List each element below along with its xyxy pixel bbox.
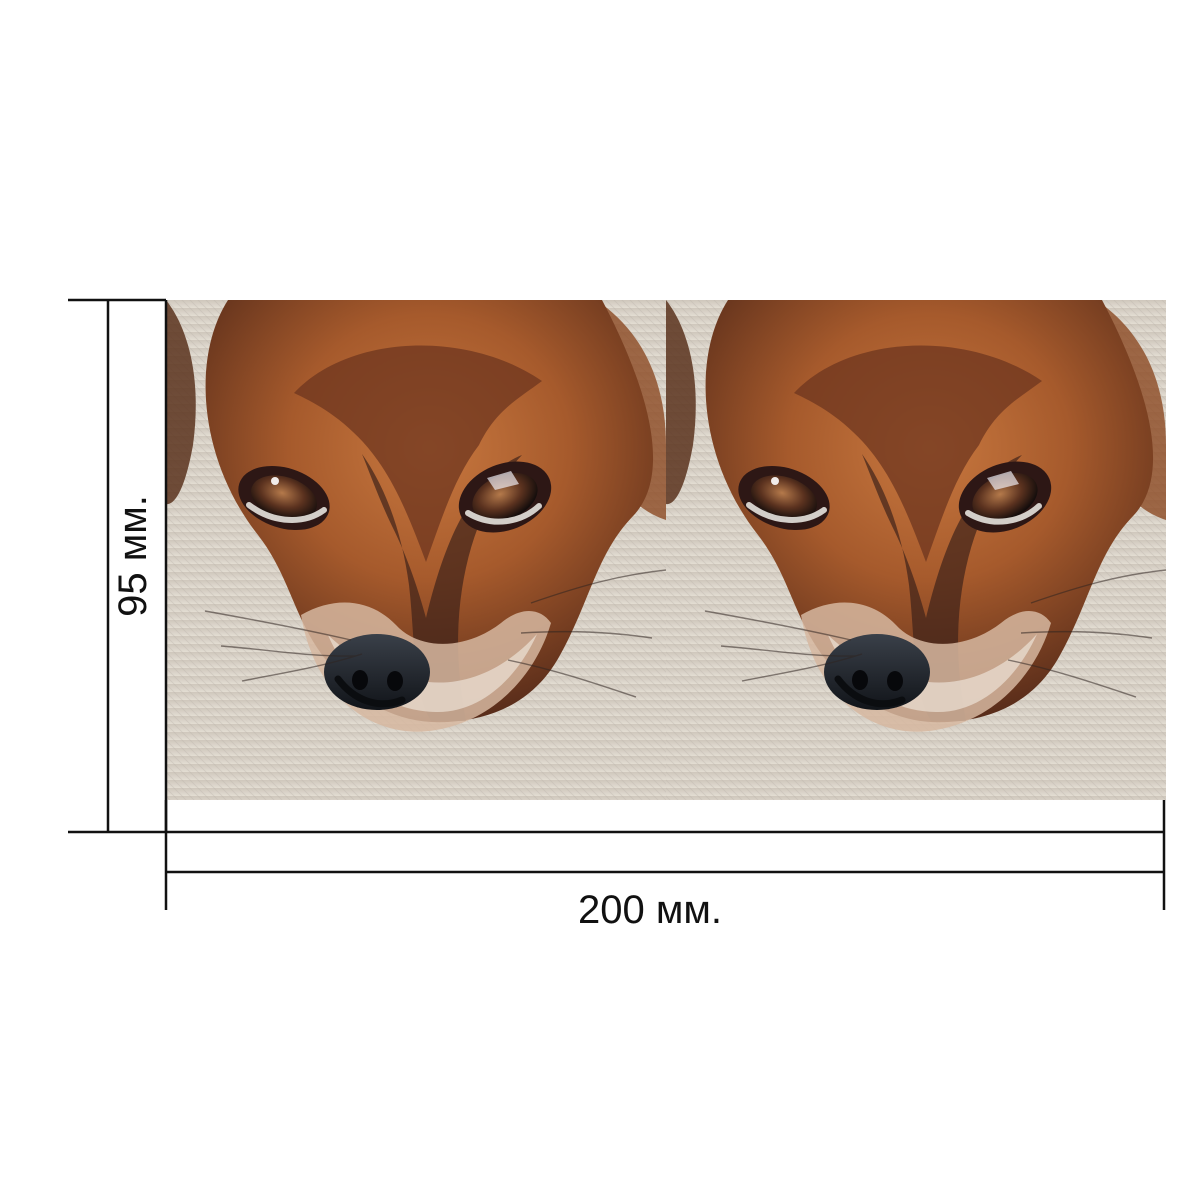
- width-dimension-lines: [164, 800, 1166, 910]
- dog-print-left: [166, 300, 666, 800]
- height-label: 95 мм.: [111, 495, 155, 617]
- width-label: 200 мм.: [578, 888, 722, 932]
- dog-print-right: [666, 300, 1166, 800]
- height-dimension-lines: [68, 298, 168, 834]
